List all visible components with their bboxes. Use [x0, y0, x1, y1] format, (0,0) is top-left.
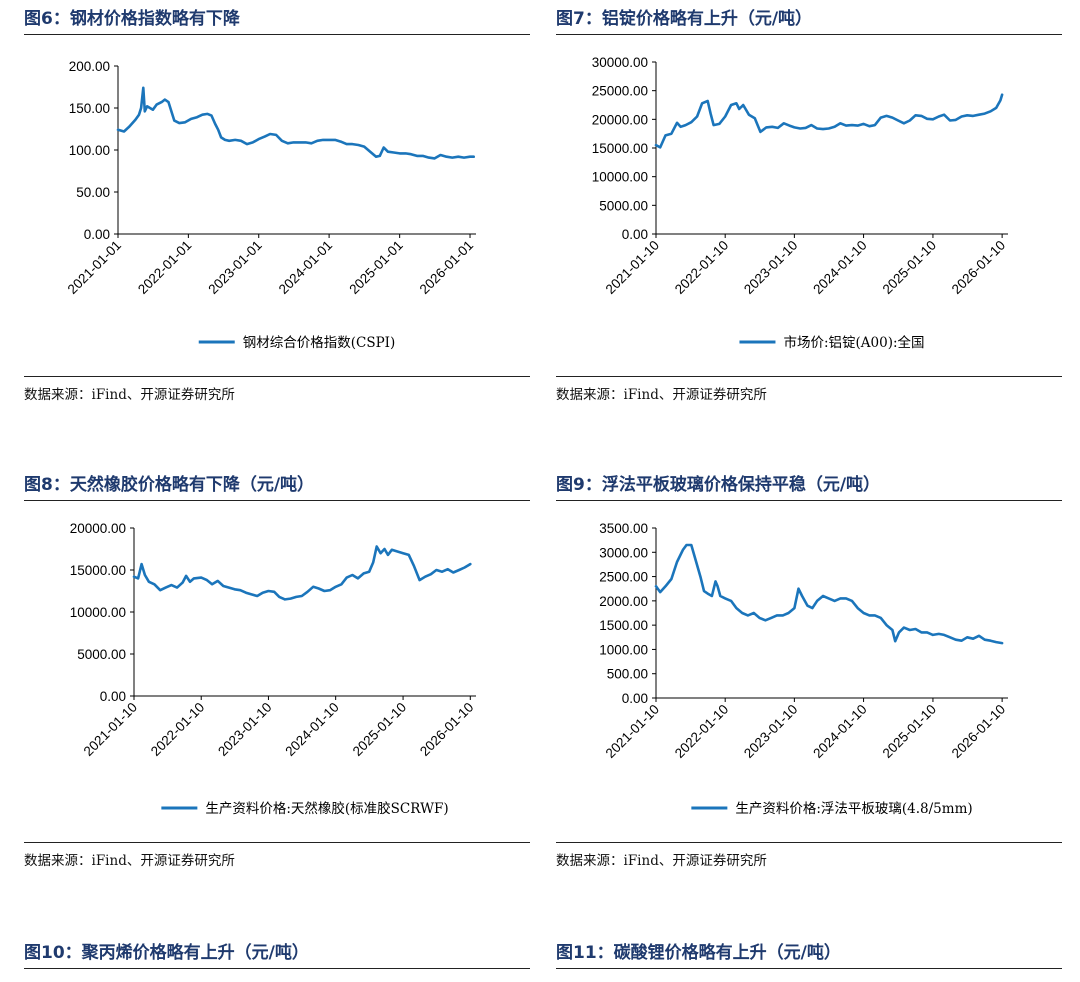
x-tick-label: 2022-01-10: [148, 700, 207, 759]
x-tick-label: 2021-01-10: [81, 700, 140, 759]
y-tick-label: 15000.00: [70, 563, 126, 578]
legend: 生产资料价格:天然橡胶(标准胶SCRWF): [161, 800, 449, 817]
figure-title: 图10：聚丙烯价格略有上升（元/吨）: [24, 943, 309, 963]
source-underline: [24, 376, 530, 377]
y-tick-label: 10000.00: [592, 170, 648, 185]
y-tick-label: 20000.00: [70, 521, 126, 536]
title-underline: [24, 968, 530, 969]
y-tick-label: 0.00: [622, 691, 648, 706]
figure-title: 图7：铝锭价格略有上升（元/吨）: [556, 9, 813, 29]
x-tick-label: 2026-01-01: [417, 238, 476, 297]
source-underline: [556, 842, 1062, 843]
figure-title: 图9：浮法平板玻璃价格保持平稳（元/吨）: [556, 475, 881, 495]
legend: 市场价:铝锭(A00):全国: [739, 334, 925, 351]
y-tick-label: 500.00: [607, 667, 648, 682]
x-tick-label: 2025-01-10: [350, 700, 409, 759]
figure-title: 图8：天然橡胶价格略有下降（元/吨）: [24, 475, 315, 495]
source-underline: [556, 376, 1062, 377]
y-tick-label: 3500.00: [599, 521, 648, 536]
legend-label: 生产资料价格:浮法平板玻璃(4.8/5mm): [735, 800, 972, 817]
x-tick-label: 2022-01-01: [135, 238, 194, 297]
y-tick-label: 200.00: [69, 59, 110, 74]
y-tick-label: 10000.00: [70, 605, 126, 620]
y-tick-label: 0.00: [84, 227, 110, 242]
figure-title: 图11：碳酸锂价格略有上升（元/吨）: [556, 943, 841, 963]
x-tick-label: 2025-01-10: [880, 702, 939, 761]
legend: 钢材综合价格指数(CSPI): [198, 335, 396, 351]
legend: 生产资料价格:浮法平板玻璃(4.8/5mm): [691, 800, 973, 817]
x-tick-label: 2024-01-10: [810, 702, 869, 761]
series-line: [654, 93, 1004, 149]
float-glass-price-chart: 0.00 500.00 1000.00 1500.00 2000.00 2500.00 30…: [599, 521, 1008, 817]
y-tick-label: 2500.00: [599, 570, 648, 585]
x-tick-label: 2021-01-10: [603, 238, 662, 297]
title-underline: [24, 500, 530, 501]
x-tick-label: 2024-01-10: [282, 700, 341, 759]
x-tick-label: 2022-01-10: [672, 702, 731, 761]
y-tick-label: 5000.00: [77, 647, 126, 662]
series-line: [132, 545, 472, 601]
y-tick-label: 0.00: [100, 689, 126, 704]
x-tick-label: 2025-01-10: [880, 238, 939, 297]
x-tick-label: 2022-01-10: [672, 238, 731, 297]
x-tick-label: 2021-01-01: [65, 238, 124, 297]
y-tick-label: 3000.00: [599, 545, 648, 560]
title-underline: [556, 500, 1062, 501]
title-underline: [24, 34, 530, 35]
y-tick-label: 150.00: [69, 101, 110, 116]
x-tick-label: 2021-01-10: [603, 702, 662, 761]
y-tick-label: 1500.00: [599, 618, 648, 633]
x-tick-label: 2023-01-10: [741, 702, 800, 761]
legend-label: 市场价:铝锭(A00):全国: [783, 334, 924, 351]
legend-label: 钢材综合价格指数(CSPI): [243, 335, 396, 351]
data-source-note: 数据来源：iFind、开源证券研究所: [556, 387, 767, 403]
y-tick-label: 2000.00: [599, 594, 648, 609]
y-tick-label: 20000.00: [592, 112, 648, 127]
y-tick-label: 5000.00: [599, 198, 648, 213]
x-tick-label: 2026-01-10: [417, 700, 476, 759]
natural-rubber-price-chart: 0.00 5000.00 10000.00 15000.00 20000.00 2021-…: [70, 521, 477, 817]
x-tick-label: 2026-01-10: [949, 702, 1008, 761]
x-tick-label: 2023-01-10: [215, 700, 274, 759]
legend-label: 生产资料价格:天然橡胶(标准胶SCRWF): [205, 800, 448, 817]
x-tick-label: 2025-01-01: [346, 238, 405, 297]
series-line: [654, 543, 1004, 645]
x-tick-label: 2023-01-01: [205, 238, 264, 297]
y-tick-label: 1000.00: [599, 642, 648, 657]
data-source-note: 数据来源：iFind、开源证券研究所: [24, 853, 235, 869]
x-tick-label: 2023-01-10: [741, 238, 800, 297]
source-underline: [24, 842, 530, 843]
y-tick-label: 0.00: [622, 227, 648, 242]
y-tick-label: 25000.00: [592, 84, 648, 99]
data-source-note: 数据来源：iFind、开源证券研究所: [556, 853, 767, 869]
series-line: [116, 86, 475, 160]
x-tick-label: 2026-01-10: [949, 238, 1008, 297]
figure-title: 图6：钢材价格指数略有下降: [24, 9, 240, 29]
x-tick-label: 2024-01-01: [276, 238, 335, 297]
y-tick-label: 100.00: [69, 143, 110, 158]
data-source-note: 数据来源：iFind、开源证券研究所: [24, 387, 235, 403]
y-tick-label: 30000.00: [592, 55, 648, 70]
x-tick-label: 2024-01-10: [810, 238, 869, 297]
aluminum-ingot-price-chart: 0.00 5000.00 10000.00 15000.00 20000.00 25000…: [592, 55, 1009, 351]
y-tick-label: 50.00: [76, 185, 110, 200]
title-underline: [556, 34, 1062, 35]
title-underline: [556, 968, 1062, 969]
y-tick-label: 15000.00: [592, 141, 648, 156]
